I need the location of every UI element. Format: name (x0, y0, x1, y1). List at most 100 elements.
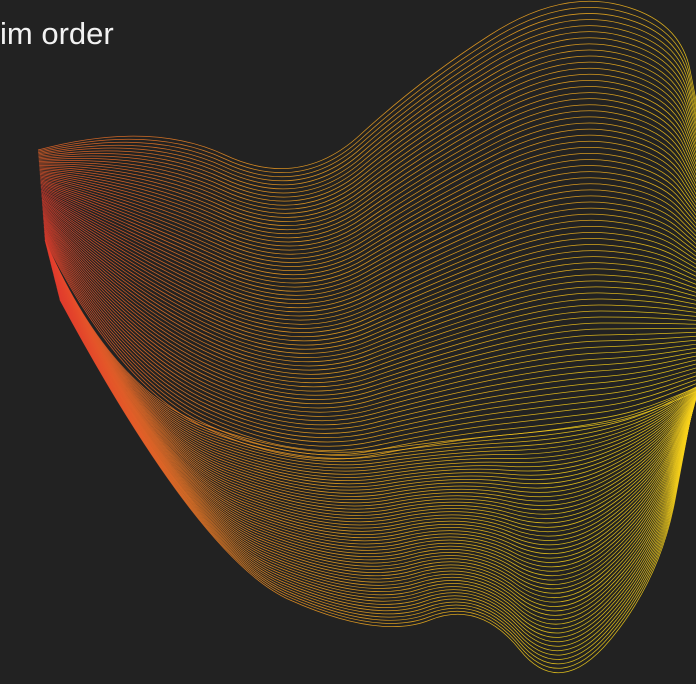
wave-upper-line (38, 19, 696, 182)
wave-lower-line (46, 246, 696, 472)
wave-upper-line (40, 134, 696, 259)
wave-lower-line (57, 291, 692, 638)
wave-lower-line (55, 284, 693, 612)
wave-upper-line (38, 25, 696, 186)
wave-lower-line (55, 281, 694, 599)
wave-lower-line (57, 290, 692, 634)
wave-upper-line (43, 228, 696, 422)
wave-upper-line (43, 225, 696, 413)
wave-upper-line (41, 197, 696, 321)
wave-upper-line (38, 13, 696, 178)
wave-upper-line (38, 43, 696, 198)
wave-upper-line (40, 140, 696, 263)
wave-lower-line (58, 296, 691, 660)
wave-upper-line (44, 233, 696, 439)
wave-upper-line (39, 104, 696, 239)
wave-upper-line (43, 229, 696, 426)
wave-upper-line (41, 203, 696, 342)
wave-upper-line (43, 219, 696, 392)
wave-lower-line (53, 276, 695, 581)
wave-upper-line (42, 212, 696, 371)
wave-upper-line (44, 238, 696, 456)
wave-upper-line (41, 194, 696, 313)
wave-upper-line (40, 189, 696, 296)
wave-lower-line (49, 260, 696, 515)
wave-upper-line (40, 183, 696, 292)
wave-lower-line (48, 256, 696, 501)
wave-upper-line (41, 198, 696, 325)
wave-lower-line (50, 262, 696, 524)
wave-lower-line (46, 247, 696, 475)
wave-lower-line (56, 288, 693, 629)
wave-lower-line (53, 275, 695, 576)
wave-lower-line (45, 244, 696, 466)
wave-upper-line (43, 220, 696, 396)
wave-lower-line (47, 251, 696, 488)
wave-lower-line (52, 269, 696, 550)
wave-lower-line (50, 261, 696, 519)
wave-lower-line (51, 268, 696, 546)
wave-lower-line (52, 270, 696, 555)
wave-lower-line (55, 282, 694, 603)
wave-lower-line (45, 242, 696, 459)
wave-upper-line (44, 239, 696, 460)
wave-lower-line (47, 250, 696, 485)
wave-upper-line (43, 230, 696, 430)
wave-lower-line (47, 249, 696, 482)
wave-upper-line (40, 159, 696, 276)
wave-lower-line (53, 274, 695, 572)
wave-upper-line (40, 128, 696, 255)
wave-upper-line (43, 223, 696, 405)
wave-upper-line (39, 80, 696, 222)
wave-upper-line (41, 195, 696, 317)
wave-lower-line (49, 257, 696, 504)
wave-upper-line (38, 37, 696, 194)
wave-upper-line (41, 202, 696, 338)
wave-upper-line (42, 205, 696, 346)
wave-lower-line (46, 248, 696, 478)
wave-upper-line (38, 61, 696, 210)
wave-lower-line (49, 258, 696, 507)
wave-upper-line (43, 221, 696, 400)
wave-upper-line (44, 234, 696, 443)
wave-lower-line (45, 243, 696, 463)
wave-upper-line (40, 171, 696, 284)
wave-upper-line (40, 147, 696, 267)
wave-lower-line (55, 283, 694, 607)
wave-lower-line (57, 292, 692, 643)
wave-upper-line (38, 55, 696, 206)
wave-upper-line (38, 31, 696, 190)
wave-lower-line (56, 285, 693, 616)
slide-heading: im order (0, 16, 114, 51)
wave-lower-line (51, 266, 696, 537)
wave-upper-line (41, 193, 696, 309)
wave-lower-line (54, 279, 694, 590)
wave-lower-line (54, 280, 694, 594)
wave-upper-line (39, 110, 696, 243)
wave-upper-line (41, 190, 696, 300)
wave-upper-line (41, 199, 696, 329)
wave-lower-line (47, 252, 696, 491)
wave-lower-line (48, 255, 696, 497)
wave-upper-line (39, 67, 696, 214)
wave-upper-line (38, 6, 696, 174)
wave-lower-line (51, 267, 696, 541)
wave-lower-line (59, 299, 691, 673)
wave-upper-line (42, 214, 696, 375)
wave-lower-line (52, 271, 696, 559)
wave-lower-line (44, 239, 696, 453)
wave-upper-line (42, 208, 696, 358)
wave-lower-line (50, 264, 696, 533)
wave-lower-line (58, 293, 692, 647)
wave-upper-line (37, 0, 696, 169)
wave-upper-line (38, 49, 696, 202)
wave-upper-line (44, 237, 696, 451)
wave-upper-line (42, 215, 696, 379)
wave-upper-line (43, 217, 696, 388)
wave-upper-line (40, 165, 696, 280)
wave-upper-line (44, 235, 696, 447)
wave-lower-line (59, 298, 691, 669)
wave-lower-line (56, 286, 693, 621)
